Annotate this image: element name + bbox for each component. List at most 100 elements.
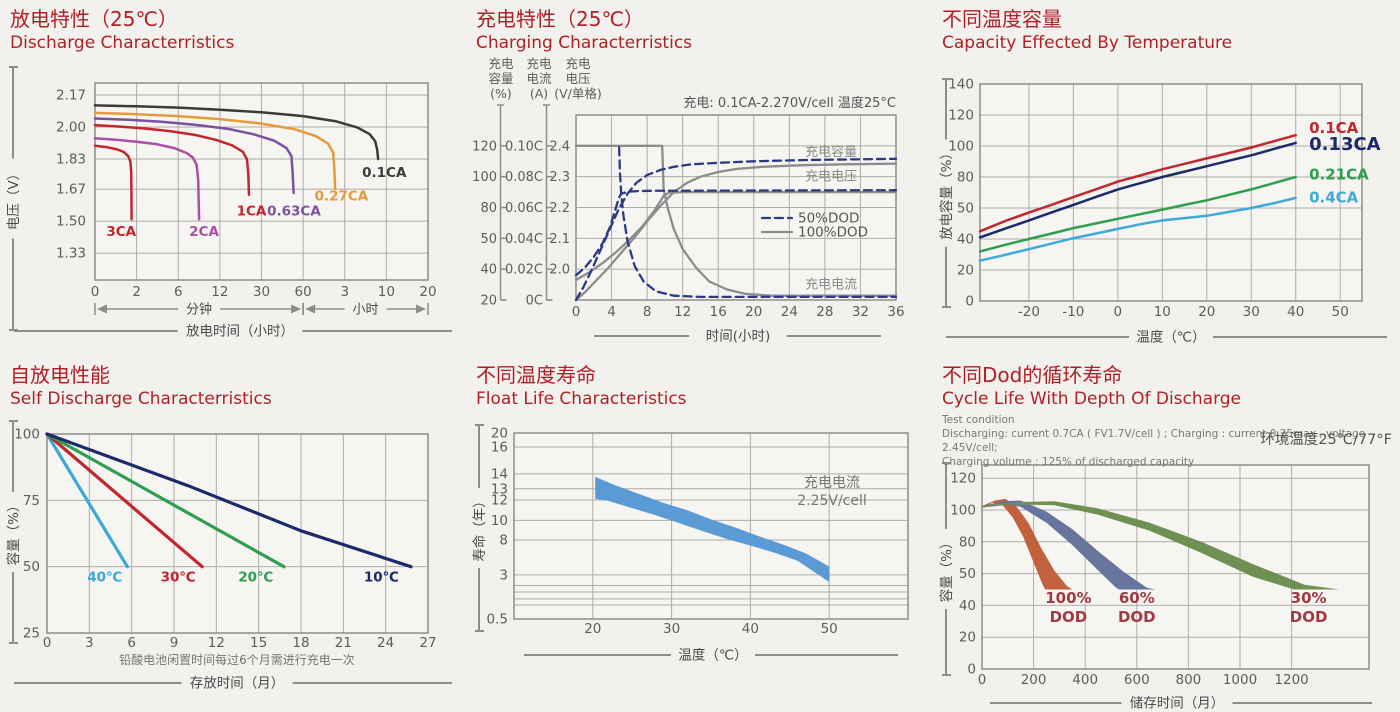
svg-text:40: 40 [1287, 304, 1304, 320]
svg-text:0.02C: 0.02C [505, 263, 543, 278]
series-40℃ [45, 432, 129, 569]
test-condition-title: Test condition [942, 414, 1015, 426]
svg-text:2.2: 2.2 [549, 201, 570, 216]
panel-charging-characteristics: 充电特性（25℃） Charging Characterristics 充电: … [466, 0, 932, 356]
svg-text:400: 400 [1072, 672, 1098, 688]
svg-text:充电容量: 充电容量 [805, 144, 857, 160]
svg-text:10: 10 [491, 513, 508, 529]
svg-text:15: 15 [250, 635, 267, 651]
svg-text:0.4CA: 0.4CA [1309, 189, 1359, 207]
svg-text:12: 12 [491, 492, 508, 508]
svg-text:0: 0 [978, 672, 987, 688]
series-0.27CA [93, 111, 337, 191]
svg-text:放电时间（小时）: 放电时间（小时） [186, 324, 294, 340]
svg-text:2.1: 2.1 [549, 232, 570, 247]
svg-text:80: 80 [959, 534, 976, 550]
self-discharge-chart: 100 75 50 250 3 6 9 12 15 18 21 24 27 40℃ 30℃ 20℃ 10℃ 铅酸电… [5, 420, 452, 692]
svg-text:0: 0 [572, 304, 581, 320]
svg-text:3: 3 [499, 567, 508, 583]
series-2CA [93, 137, 201, 221]
svg-text:10: 10 [1154, 304, 1171, 320]
svg-text:2.4: 2.4 [549, 139, 570, 154]
svg-text:3CA: 3CA [106, 224, 136, 240]
svg-text:电流: 电流 [526, 71, 552, 86]
svg-text:40℃: 40℃ [87, 569, 122, 585]
series-0.4CA [978, 196, 1297, 262]
svg-text:0.08C: 0.08C [505, 170, 543, 185]
svg-text:75: 75 [23, 493, 40, 509]
svg-text:(%): (%) [490, 86, 512, 101]
svg-text:4: 4 [607, 304, 616, 320]
svg-text:10: 10 [378, 284, 395, 300]
panel-float-life: 不同温度寿命 Float Life Characteristics 20 16 14… [466, 356, 932, 712]
svg-text:80: 80 [480, 201, 497, 216]
svg-text:放电容量（%）: 放电容量（%） [938, 146, 955, 240]
test-condition-block: Test condition Discharging: current 0.7C… [932, 411, 1400, 468]
svg-text:充电电流: 充电电流 [804, 475, 860, 491]
svg-text:容量: 容量 [488, 71, 513, 86]
svg-text:0.27CA: 0.27CA [315, 189, 369, 205]
svg-text:2.00: 2.00 [56, 120, 86, 136]
self-discharge-title-en: Self Discharge Characterristics [10, 389, 272, 409]
panel-cycle-life: 不同Dod的循环寿命 Cycle Life With Depth Of Disc… [932, 356, 1400, 712]
svg-text:温度（℃）: 温度（℃） [1136, 330, 1205, 346]
svg-text:30: 30 [1243, 304, 1260, 320]
svg-text:27: 27 [419, 635, 436, 651]
discharge-title-zh: 放电特性（25℃） [10, 7, 178, 31]
svg-text:50: 50 [821, 621, 838, 637]
panel-capacity-by-temperature: 不同温度容量 Capacity Effected By Temperature … [932, 0, 1400, 356]
series-20℃ [45, 432, 286, 569]
svg-text:充电电压: 充电电压 [805, 169, 857, 185]
svg-text:12: 12 [208, 635, 225, 651]
discharge-title-en: Discharge Characterristics [10, 33, 235, 53]
svg-text:50%DOD: 50%DOD [798, 211, 859, 227]
svg-text:40: 40 [742, 621, 759, 637]
svg-text:时间(小时): 时间(小时) [706, 329, 771, 345]
float-life-title-en: Float Life Characteristics [476, 389, 687, 409]
cycle-band-30DOD [982, 501, 1340, 590]
charging-characteristics-chart: 充电: 0.1CA-2.270V/cell 温度25°C充电容量(%)12010… [472, 56, 904, 345]
svg-text:0: 0 [43, 635, 52, 651]
svg-text:28: 28 [816, 304, 833, 320]
svg-text:25: 25 [23, 625, 40, 641]
svg-text:DOD: DOD [1050, 608, 1088, 626]
svg-text:40: 40 [959, 598, 976, 614]
svg-text:1.67: 1.67 [56, 182, 86, 198]
svg-text:24: 24 [377, 635, 394, 651]
svg-text:0.13CA: 0.13CA [1309, 134, 1381, 155]
svg-text:50: 50 [23, 559, 40, 575]
svg-text:储存时间（月）: 储存时间（月） [1130, 696, 1225, 712]
svg-text:2: 2 [132, 284, 141, 300]
svg-text:80: 80 [957, 170, 974, 186]
series-0.1CA [93, 104, 380, 161]
panel-discharge-characteristics: 放电特性（25℃） Discharge Characterristics 2.1… [0, 0, 466, 356]
svg-text:容量（%）: 容量（%） [5, 499, 22, 566]
svg-text:0: 0 [967, 662, 976, 678]
float-life-band [595, 476, 830, 582]
svg-text:50: 50 [480, 232, 497, 247]
svg-text:60%: 60% [1119, 589, 1155, 607]
charge-current-50dod [617, 146, 898, 299]
svg-text:铅酸电池闲置时间每过6个月需进行充电一次: 铅酸电池闲置时间每过6个月需进行充电一次 [119, 652, 355, 667]
svg-text:DOD: DOD [1118, 608, 1156, 626]
svg-text:36: 36 [887, 304, 904, 320]
self-discharge-title-zh: 自放电性能 [10, 363, 110, 387]
svg-text:24: 24 [781, 304, 798, 320]
svg-text:寿命（年）: 寿命（年） [471, 494, 488, 562]
svg-text:120: 120 [948, 108, 974, 124]
svg-text:充电电流: 充电电流 [805, 277, 857, 293]
charging-title-zh: 充电特性（25℃） [476, 7, 644, 31]
series-10℃ [45, 432, 413, 569]
panel-title-block: 充电特性（25℃） Charging Characterristics [466, 0, 932, 55]
panel-title-block: 放电特性（25℃） Discharge Characterristics [0, 0, 466, 55]
svg-text:2.3: 2.3 [549, 170, 570, 185]
svg-text:8: 8 [499, 532, 508, 548]
svg-text:40: 40 [480, 263, 497, 278]
svg-text:100%DOD: 100%DOD [798, 225, 868, 241]
svg-text:0.1CA: 0.1CA [362, 165, 407, 181]
svg-text:存放时间（月）: 存放时间（月） [190, 676, 285, 692]
svg-text:-10: -10 [1062, 304, 1084, 320]
capacity-temp-title-zh: 不同温度容量 [942, 7, 1062, 31]
